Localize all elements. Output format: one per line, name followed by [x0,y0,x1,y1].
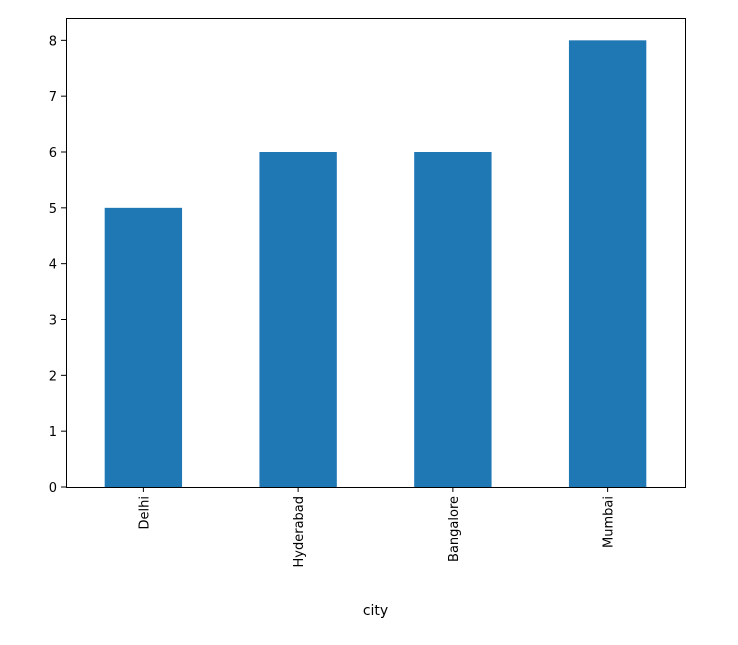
bar-bangalore [414,152,492,487]
y-axis: 0 1 2 3 4 5 6 7 8 [49,34,66,496]
x-tick-label-mumbai: Mumbai [602,496,617,548]
bar-delhi [104,207,183,488]
bar-hyderabad [259,152,337,487]
y-tick-label-5: 5 [49,202,57,217]
x-tick-label-bangalore: Bangalore [447,496,462,562]
x-tick-label-hyderabad: Hyderabad [292,496,307,568]
y-tick-label-6: 6 [49,146,57,161]
x-tick-label-delhi: Delhi [137,496,152,529]
y-tick-label-2: 2 [49,369,57,384]
y-tick-label-0: 0 [49,481,57,496]
y-tick-label-3: 3 [49,314,57,329]
plot-frame [66,18,686,488]
y-tick-label-7: 7 [49,90,57,105]
y-tick-label-4: 4 [49,258,57,273]
y-tick-label-8: 8 [49,34,57,49]
x-axis: Delhi Hyderabad Bangalore Mumbai [137,487,617,568]
bar-mumbai [568,40,647,487]
bars-group [104,40,647,488]
y-tick-label-1: 1 [49,425,57,440]
x-axis-label: city [363,603,388,619]
